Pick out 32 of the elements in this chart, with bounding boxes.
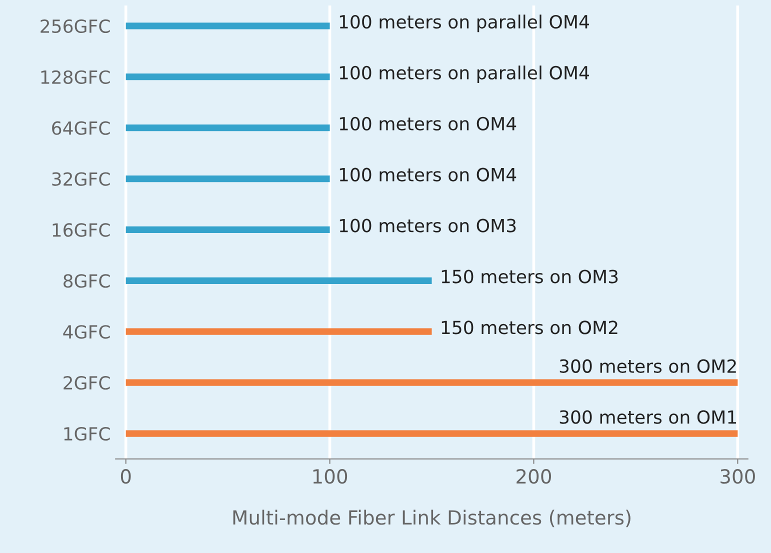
bar	[126, 175, 330, 182]
bar	[126, 74, 330, 80]
bar	[126, 277, 432, 284]
data-label: 100 meters on parallel OM4	[340, 14, 590, 32]
y-tick-label: 1GFC	[64, 426, 110, 441]
y-tick-label: 4GFC	[63, 325, 110, 339]
bar	[126, 22, 330, 30]
bar	[126, 328, 432, 335]
data-label: 300 meters on OM1	[560, 410, 736, 424]
y-tick-label: 16GFC	[52, 223, 110, 237]
y-tick-label: 2GFC	[64, 376, 110, 390]
bar	[126, 430, 738, 437]
data-label: 100 meters on OM4	[340, 116, 516, 131]
data-label: 300 meters on OM2	[560, 359, 736, 373]
y-tick-label: 256GFC	[40, 19, 110, 34]
y-tick-label: 8GFC	[64, 274, 110, 288]
data-label: 150 meters on OM3	[442, 270, 618, 284]
data-label: 100 meters on OM3	[340, 218, 516, 232]
bar	[126, 379, 738, 386]
x-tick-label: 200	[516, 469, 551, 484]
data-label: 100 meters on OM4	[340, 168, 516, 182]
y-tick-label: 64GFC	[52, 121, 110, 135]
data-label: 150 meters on OM2	[442, 320, 618, 334]
x-axis-title: Multi-mode Fiber Link Distances (meters)	[233, 510, 630, 528]
x-tick-label: 100	[313, 469, 348, 484]
x-tick-label: 300	[720, 469, 755, 484]
data-label: 100 meters on parallel OM4	[340, 66, 590, 84]
y-tick-label: 128GFC	[41, 70, 110, 84]
x-tick-label: 0	[120, 469, 131, 484]
y-tick-label: 32GFC	[52, 172, 110, 186]
bar	[126, 124, 330, 132]
bar	[126, 226, 330, 234]
